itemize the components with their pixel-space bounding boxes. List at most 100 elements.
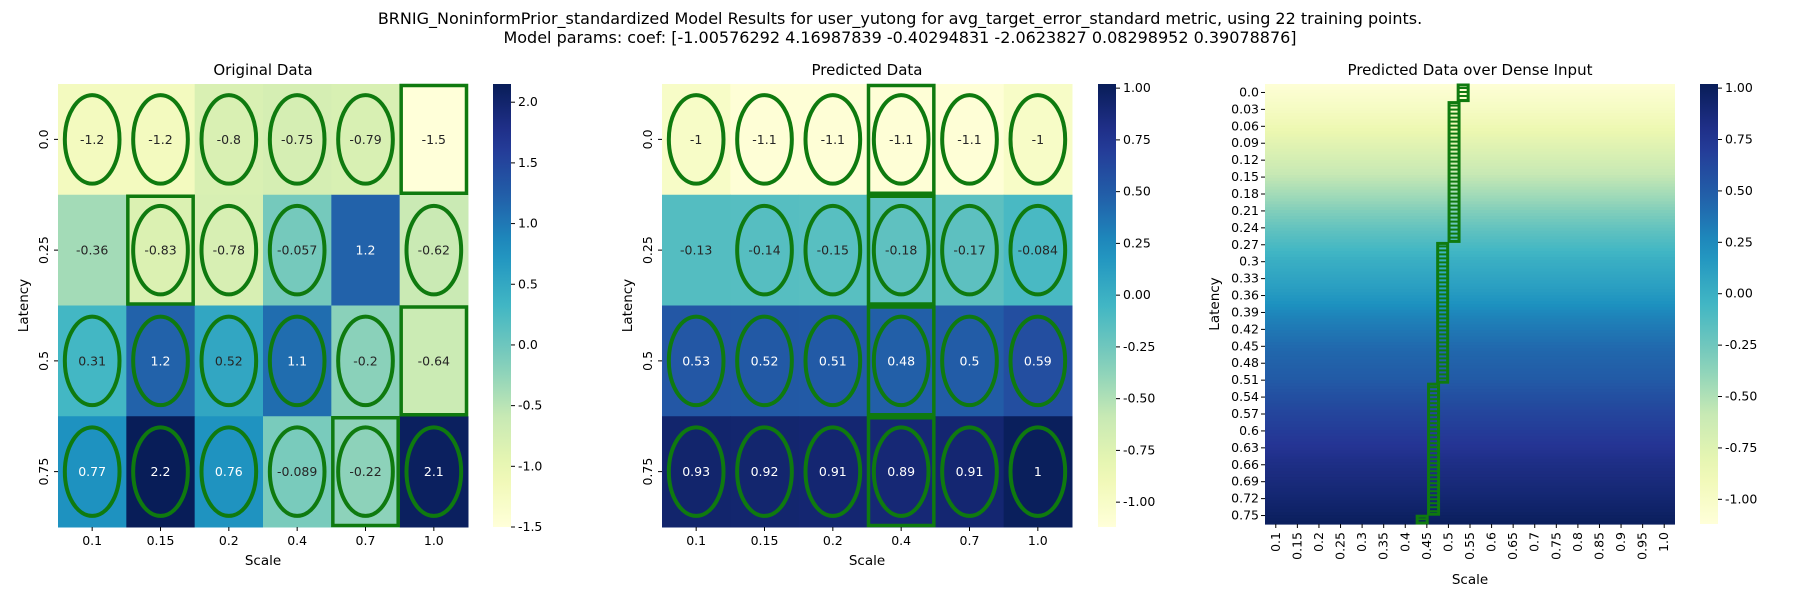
colorbar-tick-label: 0.75 [1725, 132, 1753, 147]
dense-heatmap-band [1265, 477, 1675, 481]
x-tick-label: 0.95 [1635, 532, 1650, 560]
dense-heatmap-band [1265, 327, 1675, 331]
dense-heatmap-band [1265, 104, 1675, 109]
training-point-ellipse [666, 93, 726, 186]
dense-heatmap-band [1265, 345, 1675, 349]
dense-heatmap-band [1265, 198, 1675, 202]
cell-value-label: -0.78 [213, 243, 245, 258]
dense-heatmap-band [1265, 427, 1675, 431]
optimal-cell-box [126, 194, 195, 306]
dense-heatmap-band [1265, 312, 1675, 317]
dense-heatmap-band [1265, 324, 1675, 329]
training-point-ellipse [199, 93, 259, 186]
dense-heatmap-band [1265, 356, 1675, 361]
heatmap-cell [263, 194, 332, 306]
dense-heatmap-band [1265, 515, 1675, 519]
dense-heatmap-band [1265, 242, 1675, 246]
heatmap-cell [662, 194, 731, 306]
heatmap-cell [194, 84, 264, 196]
heatmap-cell [798, 84, 868, 196]
dense-heatmap-band [1265, 166, 1675, 170]
heatmap-cell [126, 416, 196, 528]
y-tick-label: 0.75 [640, 458, 655, 486]
dense-heatmap-band [1265, 491, 1675, 496]
cell-value-label: 0.59 [1024, 353, 1052, 368]
dense-heatmap-band [1265, 95, 1675, 100]
x-tick-label: 0.15 [751, 533, 779, 548]
cell-value-label: -0.15 [817, 243, 849, 258]
y-tick-label: 0.42 [1231, 321, 1259, 336]
dense-heatmap-band [1265, 260, 1675, 264]
x-tick-label: 0.65 [1505, 532, 1520, 560]
colorbar-tick-label: 2.0 [518, 94, 538, 109]
y-tick-label: 0.6 [1239, 423, 1259, 438]
x-tick-label: 0.4 [891, 533, 911, 548]
x-tick-label: 0.75 [1548, 532, 1563, 560]
colorbar-tick-label: 0.50 [1123, 184, 1151, 199]
colorbar-tick-label: -0.25 [1725, 337, 1757, 352]
training-point-ellipse [336, 93, 395, 186]
panel-original-data: -1.2 -1.2 -0.8 -0.75 -0.79 -1.5 -0.36 -0.83 -0.7… [16, 61, 542, 569]
heatmap-cell [662, 416, 731, 528]
training-point-ellipse [1008, 425, 1068, 518]
panel-title: Predicted Data [812, 61, 923, 79]
dense-heatmap-band [1265, 521, 1675, 525]
dense-heatmap-band [1265, 368, 1675, 373]
dense-heatmap-band [1265, 86, 1675, 91]
y-axis-label: Latency [620, 279, 636, 332]
dense-heatmap-band [1265, 436, 1675, 440]
y-tick-label: 0.18 [1231, 186, 1259, 201]
training-point-ellipse [62, 314, 122, 408]
dense-heatmap-band [1265, 133, 1675, 138]
y-tick-label: 0.0 [36, 129, 51, 149]
dense-heatmap-band [1265, 251, 1675, 255]
dense-heatmap-band [1265, 339, 1675, 343]
training-point-ellipse [803, 93, 863, 186]
y-tick-label: 0.21 [1231, 203, 1259, 218]
y-tick-label: 0.0 [1239, 84, 1259, 99]
dense-heatmap-band [1265, 424, 1675, 428]
y-tick-label: 0.66 [1231, 457, 1259, 472]
cell-value-label: -0.084 [1018, 243, 1058, 258]
x-tick-label: 0.35 [1376, 532, 1391, 560]
y-tick-label: 0.5 [640, 351, 655, 371]
y-tick-label: 0.39 [1231, 304, 1259, 319]
x-tick-label: 0.9 [1613, 532, 1628, 552]
cell-value-label: 1.2 [356, 243, 376, 258]
dense-heatmap-band [1265, 180, 1675, 185]
training-point-ellipse [735, 425, 794, 518]
colorbar [1098, 84, 1116, 527]
y-tick-label: 0.63 [1231, 440, 1259, 455]
x-axis-label: Scale [849, 553, 885, 569]
optimal-cell-box [866, 194, 936, 306]
colorbar-tick-label: 0.5 [518, 276, 538, 291]
training-point-ellipse [803, 425, 863, 518]
dense-heatmap-band [1265, 418, 1675, 422]
colorbar-tick-label: -0.75 [1123, 442, 1155, 457]
heatmap-cell [798, 416, 868, 528]
dense-heatmap-band [1265, 315, 1675, 320]
dense-heatmap-band [1265, 406, 1675, 411]
training-point-ellipse [336, 314, 395, 408]
training-point-ellipse [199, 314, 259, 408]
x-tick-label: 0.2 [1311, 532, 1326, 552]
cell-value-label: -0.79 [349, 132, 381, 147]
dense-heatmap-band [1265, 359, 1675, 364]
dense-heatmap-band [1265, 494, 1675, 499]
y-axis-label: Latency [1207, 277, 1223, 330]
training-point-ellipse [871, 314, 931, 408]
heatmap-cell [58, 416, 127, 528]
dense-heatmap-band [1265, 497, 1675, 502]
heatmap-cell [867, 305, 936, 417]
training-point-ellipse [267, 314, 327, 408]
cell-value-label: 0.93 [682, 464, 710, 479]
dense-heatmap-band [1265, 136, 1675, 141]
cell-value-label: -0.75 [281, 132, 313, 147]
cell-value-label: 0.76 [215, 464, 243, 479]
dense-heatmap-band [1265, 301, 1675, 305]
dense-heatmap-band [1265, 444, 1675, 449]
dense-heatmap-band [1265, 433, 1675, 437]
y-tick-label: 0.25 [640, 236, 655, 264]
dense-heatmap-band [1265, 488, 1675, 493]
